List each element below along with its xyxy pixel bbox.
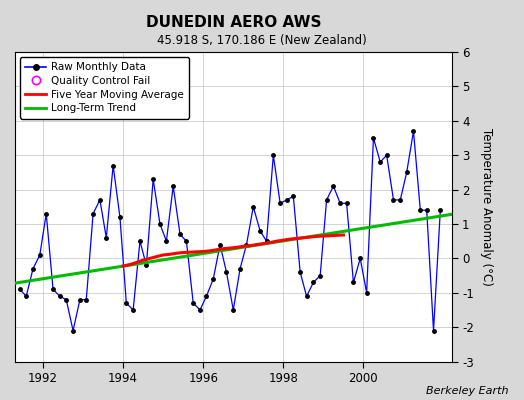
Text: Berkeley Earth: Berkeley Earth — [426, 386, 508, 396]
Text: 45.918 S, 170.186 E (New Zealand): 45.918 S, 170.186 E (New Zealand) — [157, 34, 367, 47]
Legend: Raw Monthly Data, Quality Control Fail, Five Year Moving Average, Long-Term Tren: Raw Monthly Data, Quality Control Fail, … — [20, 57, 189, 118]
Title: DUNEDIN AERO AWS: DUNEDIN AERO AWS — [146, 15, 321, 30]
Y-axis label: Temperature Anomaly (°C): Temperature Anomaly (°C) — [481, 128, 493, 286]
